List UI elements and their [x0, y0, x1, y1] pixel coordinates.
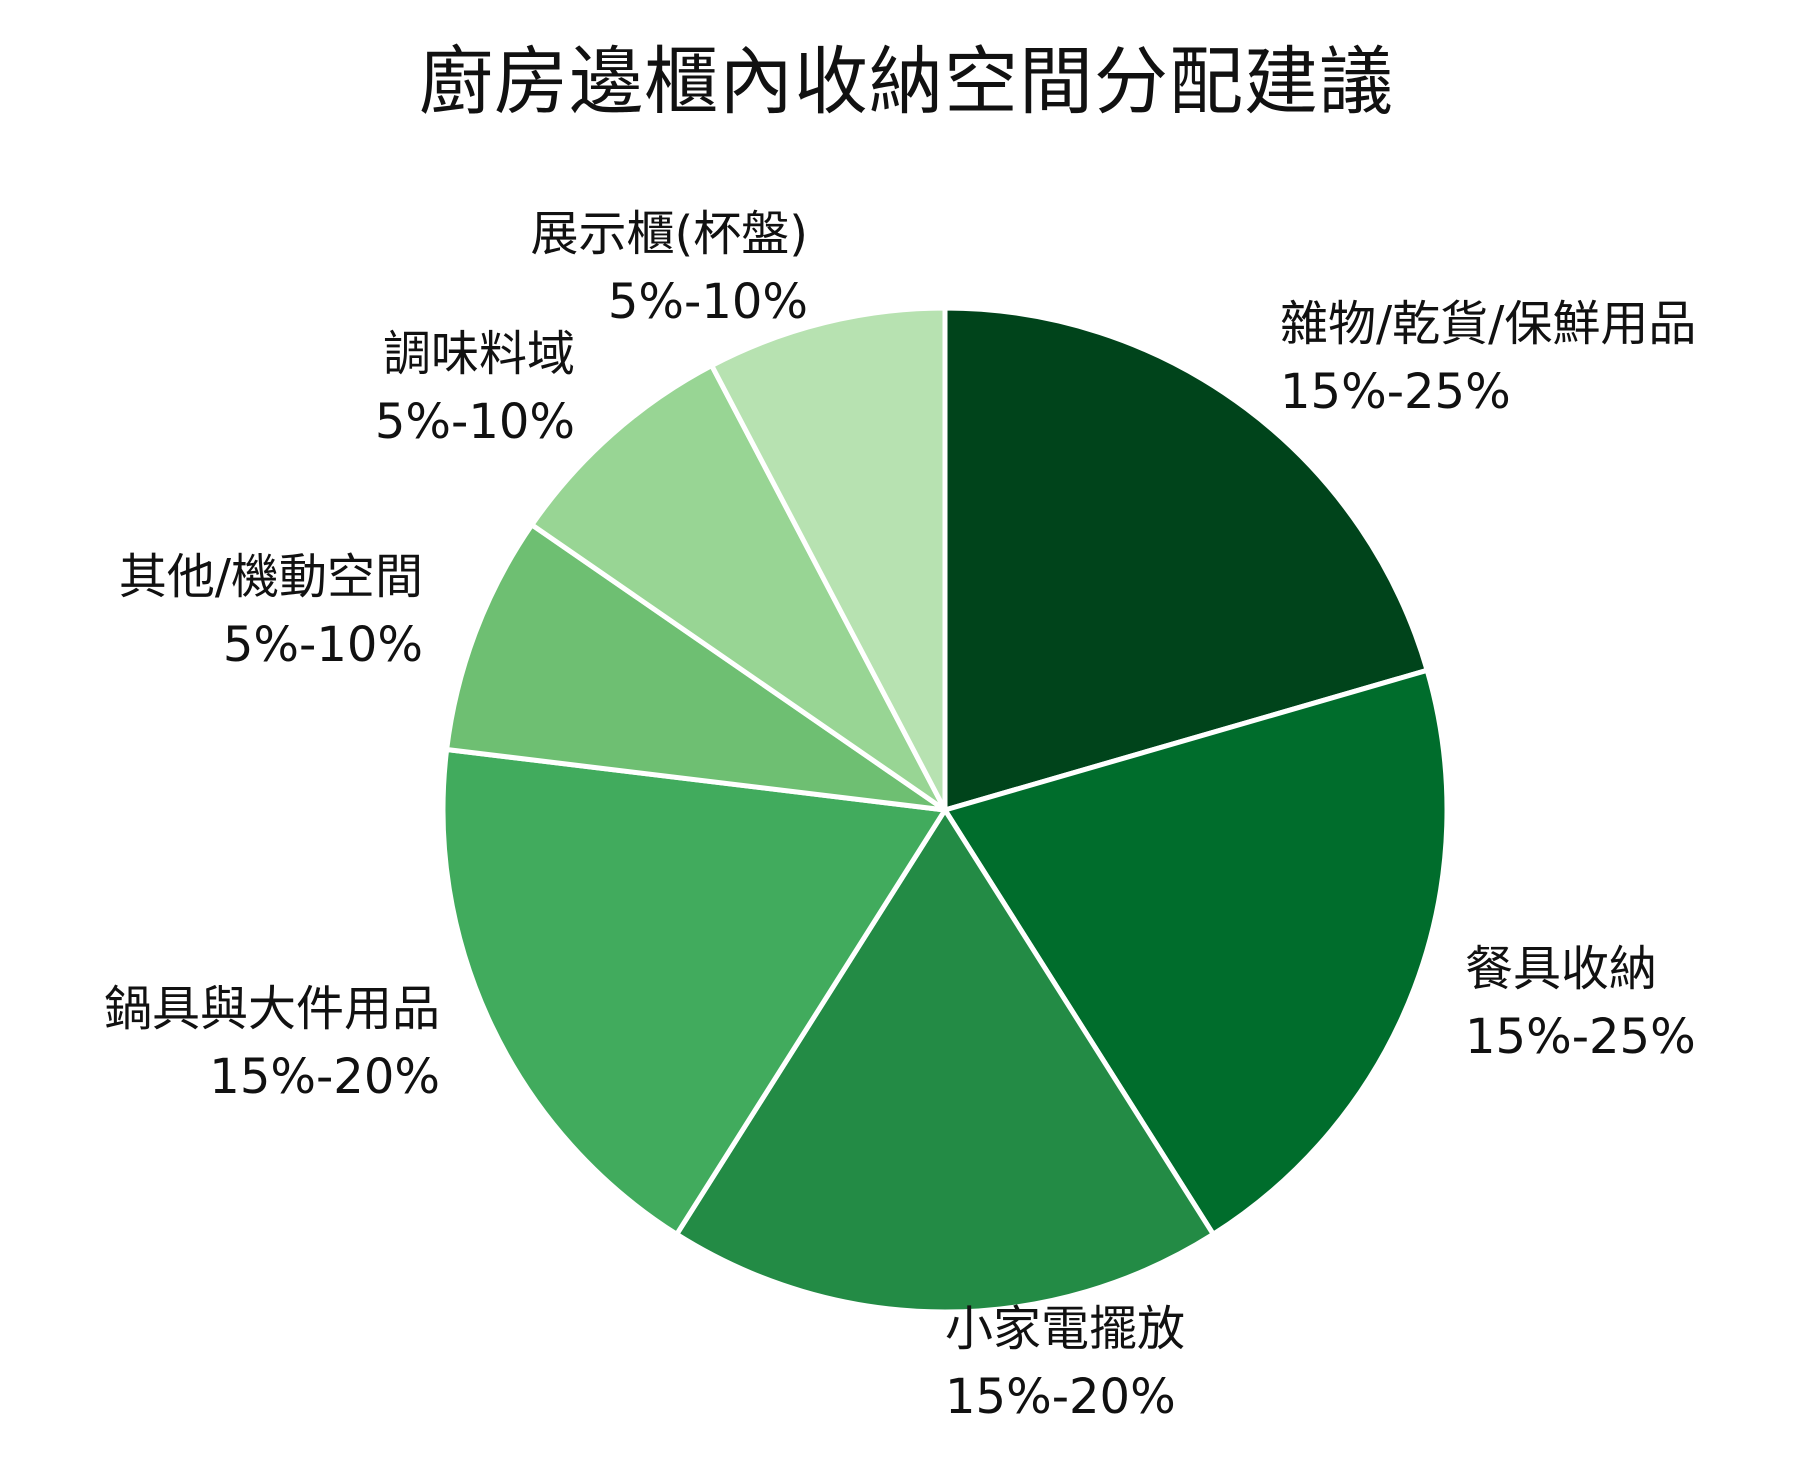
slice-label-display: 展示櫃(杯盤) 5%-10%	[531, 200, 808, 336]
slice-label-sundries-range: 15%-25%	[1280, 364, 1511, 420]
slice-label-display-range: 5%-10%	[607, 274, 808, 330]
slice-label-appliances-range: 15%-20%	[945, 1369, 1176, 1425]
pie-slice-4	[444, 522, 948, 813]
slice-label-appliances-name: 小家電擺放	[945, 1301, 1186, 1357]
slice-label-tableware-range: 15%-25%	[1465, 1009, 1696, 1065]
slice-label-sundries-name: 雜物/乾貨/保鮮用品	[1280, 296, 1697, 352]
slice-label-other-name: 其他/機動空間	[118, 549, 423, 605]
slice-label-display-name: 展示櫃(杯盤)	[530, 206, 808, 262]
pie-slice-6	[709, 305, 948, 813]
slice-label-seasoning: 調味料域 5%-10%	[375, 320, 575, 456]
slice-label-seasoning-range: 5%-10%	[374, 394, 575, 450]
slice-label-cookware-range: 15%-20%	[209, 1049, 440, 1105]
slice-label-other: 其他/機動空間 5%-10%	[119, 543, 423, 679]
slice-label-other-range: 5%-10%	[222, 617, 423, 673]
pie-slice-3	[440, 746, 948, 1237]
slice-label-cookware: 鍋具與大件用品 15%-20%	[104, 975, 440, 1111]
chart-title: 廚房邊櫃內收納空間分配建議	[419, 39, 1394, 125]
slice-label-tableware: 餐具收納 15%-25%	[1465, 935, 1696, 1071]
pie-slice-1	[942, 667, 1450, 1237]
slice-label-sundries: 雜物/乾貨/保鮮用品 15%-25%	[1280, 290, 1696, 426]
pie-slice-2	[674, 807, 1216, 1315]
slice-label-cookware-name: 鍋具與大件用品	[103, 981, 440, 1037]
pie-slice-0	[942, 305, 1430, 813]
slice-label-appliances: 小家電擺放 15%-20%	[945, 1295, 1185, 1431]
slice-label-tableware-name: 餐具收納	[1465, 941, 1658, 997]
pie-slice-5	[529, 363, 948, 813]
slice-label-seasoning-name: 調味料域	[382, 326, 575, 382]
